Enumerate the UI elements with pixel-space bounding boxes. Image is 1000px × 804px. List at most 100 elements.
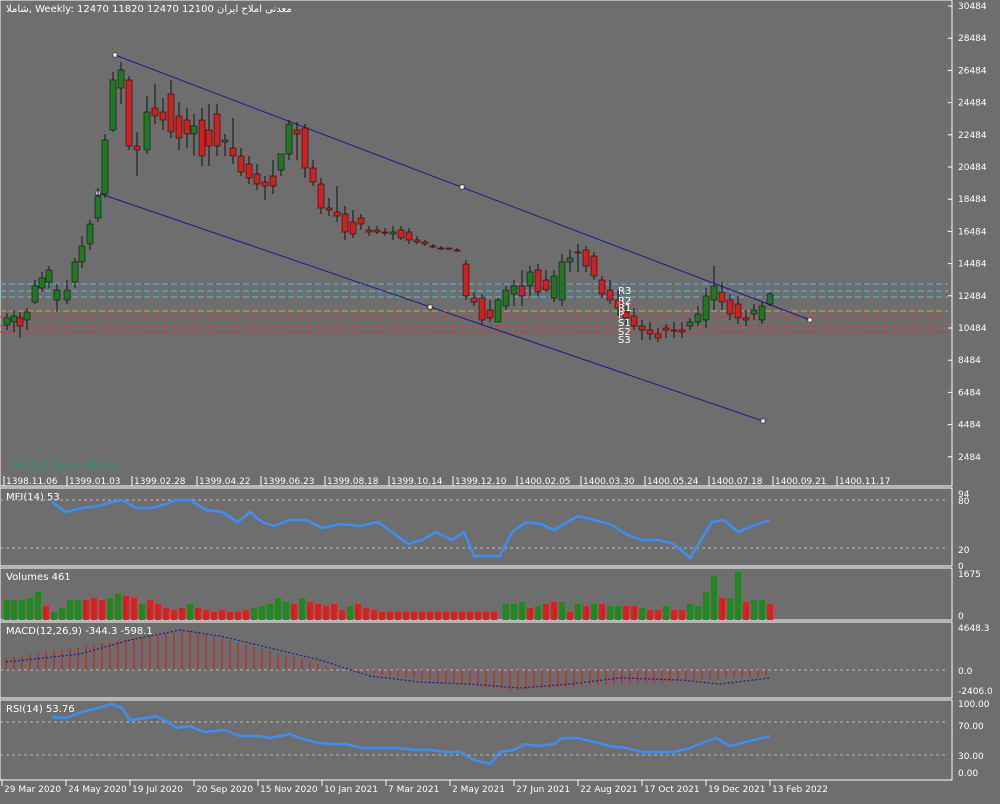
volume-bar <box>275 598 281 620</box>
date-tick-label: 22 Aug 2021 <box>580 785 638 795</box>
date-tick-label: 27 Jun 2021 <box>516 785 570 795</box>
bull-candle <box>702 295 710 321</box>
bull-candle <box>277 153 285 171</box>
volume-bar <box>623 606 629 620</box>
bear-candle <box>133 145 141 151</box>
price-tick-label: 22484 <box>958 131 987 141</box>
channel-anchor-handle[interactable] <box>807 317 813 323</box>
volume-bar <box>203 610 209 620</box>
date-tick-label: 10 Jan 2021 <box>324 785 378 795</box>
date-tick-label: 1400.03.30 <box>583 477 635 487</box>
mfi-scale-label: 20 <box>958 546 970 556</box>
date-tick-label: 2 May 2021 <box>452 785 505 795</box>
chart-header: شاملا, Weekly: 12470 11820 12470 12100 م… <box>6 4 292 15</box>
mfi-label: MFI(14) 53 <box>6 492 60 503</box>
volume-bar <box>751 600 757 620</box>
bull-candle <box>766 293 774 305</box>
bull-candle <box>389 231 397 235</box>
macd-scale: 4648.3 0.0 -2406.0 <box>958 624 993 697</box>
bear-candle <box>397 229 405 239</box>
volume-bar <box>459 612 465 620</box>
volume-bar <box>663 606 669 620</box>
volume-bar <box>615 606 621 620</box>
price-tick-label: 18484 <box>958 195 987 205</box>
bull-candle <box>31 285 39 303</box>
bear-candle <box>213 113 221 147</box>
date-tick-label: 24 May 2020 <box>68 785 127 795</box>
bull-candle <box>94 195 102 219</box>
date-tick-label: 1400.11.17 <box>839 477 891 487</box>
volume-bar <box>443 612 449 620</box>
date-tick-label: 15 Nov 2020 <box>260 785 318 795</box>
date-axis-gregorian: 29 Mar 2020 24 May 2020 19 Jul 2020 20 Sep … <box>1 780 828 795</box>
bear-candle <box>718 291 726 303</box>
bear-candle <box>437 247 445 250</box>
volume-bar <box>4 600 10 620</box>
volume-bar <box>671 610 677 620</box>
channel-anchor-handle[interactable] <box>112 52 118 58</box>
price-axis: 30484 28484 26484 24484 22484 20484 18484 16484… <box>948 2 987 463</box>
bear-candle <box>317 183 325 209</box>
volume-bar <box>543 604 549 620</box>
bear-candle <box>678 329 686 333</box>
volume-bar <box>759 600 765 620</box>
channel-anchor-handle[interactable] <box>760 418 766 424</box>
volume-bar <box>243 610 249 620</box>
price-tick-label: 16484 <box>958 227 987 237</box>
price-tick-label: 4484 <box>958 421 981 431</box>
bear-candle <box>614 299 622 309</box>
mfi-line <box>51 498 771 560</box>
bull-candle <box>566 257 574 263</box>
bear-candle <box>726 299 734 315</box>
bear-candle <box>205 129 213 147</box>
volume-bar <box>251 608 257 620</box>
bear-candle <box>542 279 550 291</box>
volume-bar <box>155 604 161 620</box>
channel-anchor-handle[interactable] <box>427 304 433 310</box>
price-tick-label: 14484 <box>958 260 987 270</box>
bull-candle <box>494 299 502 323</box>
bear-candle <box>445 247 453 250</box>
pivot-label: R1 <box>618 303 631 314</box>
date-tick-label: 29 Mar 2020 <box>4 785 61 795</box>
volume-scale-label: 1675 <box>958 570 981 580</box>
price-tick-label: 2484 <box>958 453 981 463</box>
date-tick-label: 1399.04.22 <box>199 477 251 487</box>
pivot-label: S1 <box>618 318 631 329</box>
bear-candle <box>357 217 365 225</box>
volume-bar <box>395 612 401 620</box>
bear-candle <box>183 119 191 135</box>
volume-bar <box>187 604 193 620</box>
date-tick-label: 19 Jul 2020 <box>132 785 183 795</box>
pivot-label: S3 <box>618 335 631 346</box>
date-tick-label: 1399.02.28 <box>134 477 186 487</box>
rsi-line <box>51 702 771 766</box>
bear-candle <box>654 333 662 339</box>
rsi-scale: 100.00 70.00 30.00 0.00 <box>958 700 990 779</box>
trend-channel[interactable] <box>95 52 813 424</box>
mfi-indicator <box>0 498 948 560</box>
bear-candle <box>742 317 750 321</box>
bear-candle <box>365 229 373 233</box>
volume-bar <box>491 612 497 620</box>
bear-candle <box>349 221 357 235</box>
channel-anchor-handle[interactable] <box>459 184 465 190</box>
volume-bar <box>379 612 385 620</box>
volume-bar <box>11 600 17 620</box>
bull-candle <box>750 309 758 315</box>
volume-bar <box>179 608 185 620</box>
date-tick-label: 1399.01.03 <box>69 477 121 487</box>
volume-scale-label: 0 <box>958 612 964 622</box>
volume-bar <box>631 606 637 620</box>
volume-bar <box>19 600 25 620</box>
volume-bar <box>695 606 701 620</box>
volume-bar <box>767 604 773 620</box>
macd-scale-label: 4648.3 <box>958 624 990 634</box>
volume-bar <box>163 608 169 620</box>
bear-candle <box>293 129 301 135</box>
volume-bar <box>419 612 425 620</box>
